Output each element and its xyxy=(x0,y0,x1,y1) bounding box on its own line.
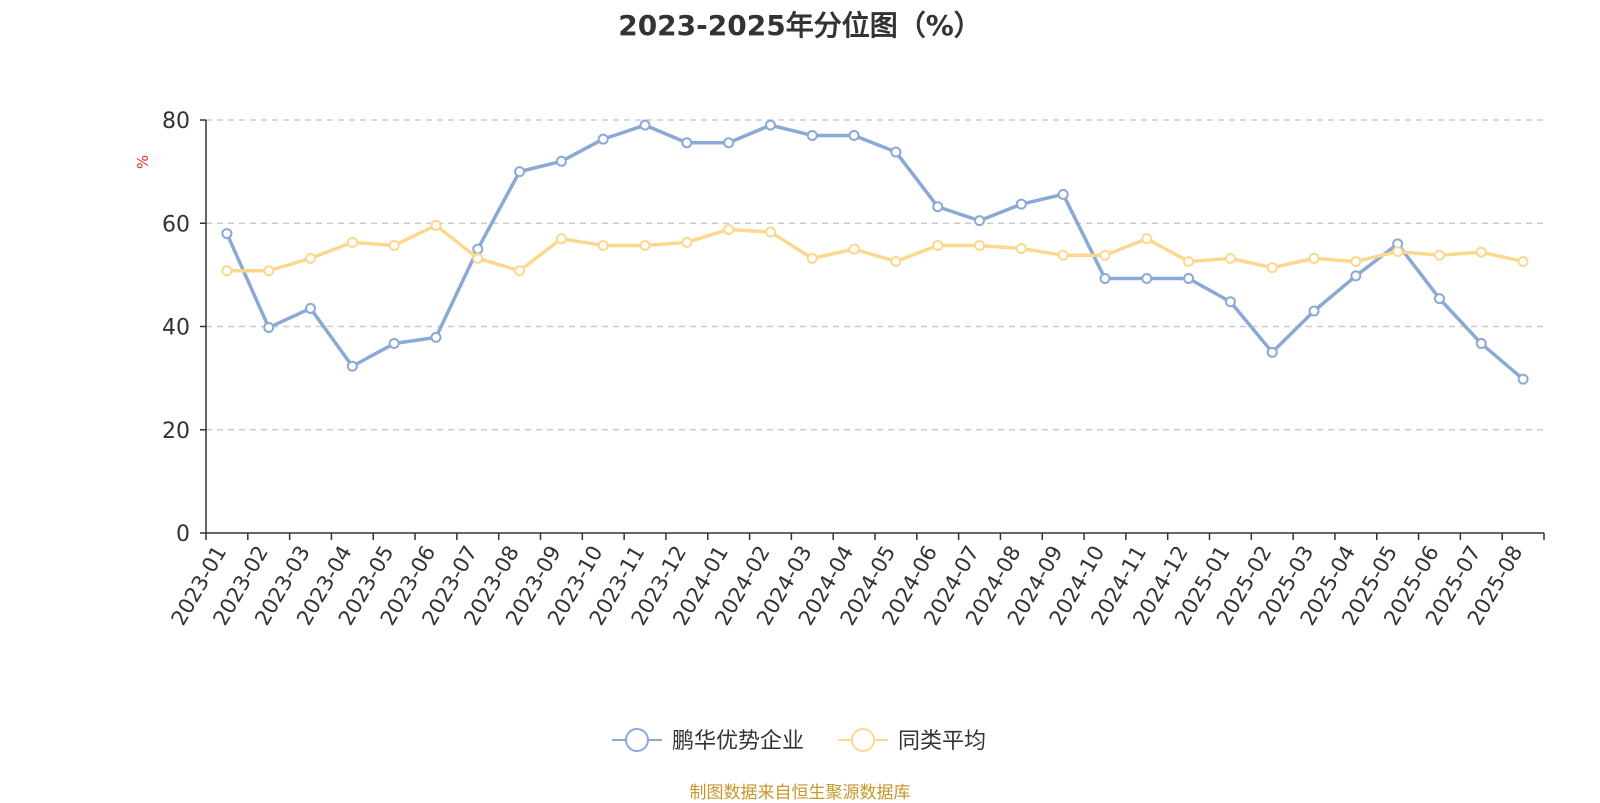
data-point[interactable] xyxy=(1224,296,1236,308)
y-axis-unit-label: % xyxy=(134,155,152,169)
data-point[interactable] xyxy=(639,239,651,251)
data-point[interactable] xyxy=(514,166,526,178)
series-line-1 xyxy=(225,123,1525,381)
y-tick-label: 60 xyxy=(162,212,190,237)
data-point[interactable] xyxy=(472,252,484,264)
data-point[interactable] xyxy=(388,338,400,350)
data-point[interactable] xyxy=(1392,246,1404,258)
data-point[interactable] xyxy=(932,239,944,251)
data-point[interactable] xyxy=(1350,255,1362,267)
data-point[interactable] xyxy=(597,239,609,251)
data-point[interactable] xyxy=(1433,249,1445,261)
data-point[interactable] xyxy=(305,302,317,314)
data-point[interactable] xyxy=(639,119,651,131)
y-tick-label: 0 xyxy=(176,522,190,547)
data-point[interactable] xyxy=(1099,272,1111,284)
data-point[interactable] xyxy=(1015,243,1027,255)
data-point[interactable] xyxy=(890,146,902,158)
data-point[interactable] xyxy=(1308,252,1320,264)
legend-marker-series-1 xyxy=(625,728,649,752)
y-tick-labels: 0 20 40 60 80 xyxy=(162,109,206,547)
data-point[interactable] xyxy=(1475,246,1487,258)
x-tick-labels: 2023-012023-022023-032023-042023-052023-… xyxy=(167,533,1545,629)
data-point[interactable] xyxy=(597,133,609,145)
chart-title: 2023-2025年分位图（%） xyxy=(618,9,982,42)
data-point[interactable] xyxy=(681,236,693,248)
data-point[interactable] xyxy=(263,265,275,277)
grid-lines xyxy=(206,119,1544,431)
data-point[interactable] xyxy=(764,226,776,238)
data-point[interactable] xyxy=(1141,272,1153,284)
data-point[interactable] xyxy=(723,223,735,235)
data-point[interactable] xyxy=(1266,262,1278,274)
data-point[interactable] xyxy=(806,252,818,264)
legend-label-series-2: 同类平均 xyxy=(898,729,986,754)
data-point[interactable] xyxy=(1057,249,1069,261)
data-point[interactable] xyxy=(890,255,902,267)
data-point[interactable] xyxy=(430,331,442,343)
data-point[interactable] xyxy=(221,228,233,240)
y-tick-label: 80 xyxy=(162,109,190,134)
data-point[interactable] xyxy=(1015,198,1027,210)
legend-label-series-1: 鹏华优势企业 xyxy=(672,729,804,754)
data-point[interactable] xyxy=(1183,255,1195,267)
data-point[interactable] xyxy=(472,243,484,255)
source-note: 制图数据来自恒生聚源数据库 xyxy=(689,783,911,803)
data-point[interactable] xyxy=(555,233,567,245)
data-point[interactable] xyxy=(305,252,317,264)
data-point[interactable] xyxy=(1350,270,1362,282)
data-point[interactable] xyxy=(388,239,400,251)
data-point[interactable] xyxy=(1475,338,1487,350)
data-point[interactable] xyxy=(932,201,944,213)
data-point[interactable] xyxy=(848,129,860,141)
data-point[interactable] xyxy=(1141,233,1153,245)
data-point[interactable] xyxy=(1517,255,1529,267)
data-point[interactable] xyxy=(1099,249,1111,261)
data-point[interactable] xyxy=(555,155,567,167)
y-tick-label: 40 xyxy=(162,316,190,341)
data-point[interactable] xyxy=(806,129,818,141)
data-point[interactable] xyxy=(263,322,275,334)
legend-item-series-2[interactable]: 同类平均 xyxy=(838,728,986,754)
data-point[interactable] xyxy=(1308,305,1320,317)
data-point[interactable] xyxy=(1266,346,1278,358)
series-line-2 xyxy=(225,223,1525,273)
data-point[interactable] xyxy=(1517,373,1529,385)
data-point[interactable] xyxy=(346,236,358,248)
data-point[interactable] xyxy=(764,119,776,131)
data-point[interactable] xyxy=(1224,252,1236,264)
data-point[interactable] xyxy=(221,265,233,277)
series-lines xyxy=(221,119,1529,385)
data-point[interactable] xyxy=(974,215,986,227)
series-2 xyxy=(221,219,1529,277)
y-tick-label: 20 xyxy=(162,419,190,444)
data-point[interactable] xyxy=(723,137,735,149)
data-point[interactable] xyxy=(681,137,693,149)
data-point[interactable] xyxy=(346,360,358,372)
data-point[interactable] xyxy=(514,265,526,277)
legend-item-series-1[interactable]: 鹏华优势企业 xyxy=(612,728,804,754)
data-point[interactable] xyxy=(848,243,860,255)
data-point[interactable] xyxy=(430,219,442,231)
data-point[interactable] xyxy=(974,239,986,251)
legend[interactable]: 鹏华优势企业 同类平均 xyxy=(612,728,986,754)
data-point[interactable] xyxy=(1057,188,1069,200)
data-point[interactable] xyxy=(1183,272,1195,284)
series-1 xyxy=(221,119,1529,385)
legend-marker-series-2 xyxy=(851,728,875,752)
data-point[interactable] xyxy=(1433,293,1445,305)
